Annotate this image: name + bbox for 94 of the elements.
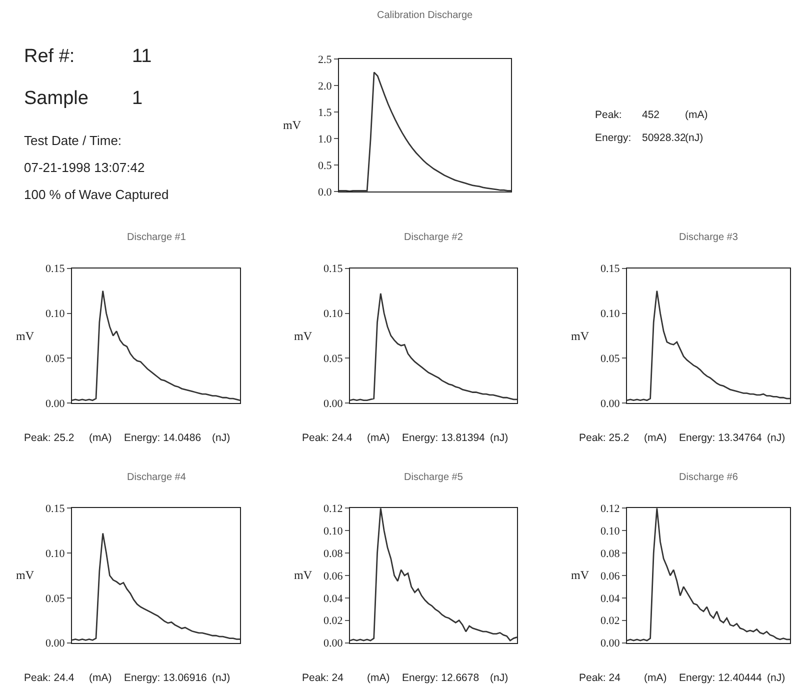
chart-title: Discharge #6 — [679, 472, 738, 483]
y-tick-label: 0.06 — [600, 570, 620, 582]
y-tick-label: 0.04 — [324, 592, 344, 605]
y-tick-label: 0.00 — [324, 638, 344, 650]
text: Energy: 13.06916 — [124, 672, 208, 684]
text: 07-21-1998 13:07:42 — [24, 160, 145, 175]
text: (mA) — [644, 432, 667, 444]
y-axis-title: mV — [571, 568, 590, 582]
text: Energy: 12.6678 — [402, 672, 480, 684]
y-tick-label: 0.00 — [600, 638, 620, 650]
y-tick-label: 0.15 — [46, 263, 66, 276]
text: (nJ) — [490, 432, 508, 444]
line-series — [72, 290, 240, 402]
y-tick-label: 0.10 — [600, 525, 620, 538]
chart-title: Discharge #2 — [404, 232, 464, 243]
text: (mA) — [89, 672, 112, 684]
text: (mA) — [367, 672, 390, 684]
text: (mA) — [685, 109, 708, 121]
y-tick-label: 0.05 — [324, 352, 344, 365]
y-axis-title: mV — [294, 568, 312, 582]
chart-title: Calibration Discharge — [377, 10, 474, 21]
y-tick-label: 0.08 — [324, 548, 344, 560]
y-tick-label: 0.02 — [600, 615, 620, 628]
text: (nJ) — [767, 672, 786, 684]
line-series — [627, 290, 790, 402]
text: Ref #: — [24, 46, 75, 67]
y-tick-label: 0.00 — [46, 398, 66, 410]
text: (nJ) — [767, 432, 786, 444]
y-tick-label: 0.02 — [324, 615, 343, 628]
y-axis-title: mV — [294, 329, 312, 343]
text: 452 — [642, 109, 660, 121]
text: Peak: 24.4 — [24, 672, 74, 684]
text: Peak: 24 — [579, 672, 621, 684]
line-series — [339, 72, 511, 192]
y-tick-label: 2.5 — [318, 54, 332, 66]
line-series — [350, 292, 517, 402]
text: (mA) — [89, 432, 112, 444]
text: (nJ) — [490, 672, 508, 684]
y-tick-label: 0.10 — [46, 548, 66, 560]
y-tick-label: 0.00 — [600, 398, 620, 410]
text: Peak: 25.2 — [24, 432, 74, 444]
y-tick-label: 0.05 — [600, 352, 620, 365]
text: Peak: — [595, 109, 622, 121]
y-tick-label: 0.05 — [46, 352, 66, 365]
y-tick-label: 0.15 — [324, 263, 344, 276]
y-tick-label: 0.05 — [46, 592, 66, 605]
text: Energy: 13.81394 — [402, 432, 486, 444]
y-tick-label: 0.00 — [324, 398, 344, 410]
chart-title: Discharge #1 — [127, 232, 186, 243]
y-tick-label: 0.10 — [600, 308, 620, 320]
y-axis-title: mV — [16, 568, 34, 582]
y-tick-label: 0.15 — [46, 503, 66, 516]
y-tick-label: 1.5 — [318, 106, 332, 119]
text: Peak: 25.2 — [579, 432, 630, 444]
text: Energy: — [595, 132, 632, 144]
text: 11 — [132, 46, 152, 67]
y-axis-title: mV — [283, 118, 302, 132]
y-tick-label: 0.06 — [324, 570, 344, 582]
text: Sample — [24, 88, 88, 109]
chart-title: Discharge #4 — [127, 472, 186, 483]
y-tick-label: 0.5 — [318, 160, 332, 172]
y-tick-label: 0.08 — [600, 548, 620, 560]
text: 1 — [132, 88, 143, 109]
text: (mA) — [644, 672, 667, 684]
text: Peak: 24.4 — [302, 432, 352, 444]
y-tick-label: 0.04 — [600, 592, 620, 605]
y-tick-label: 0.0 — [318, 186, 332, 199]
y-tick-label: 0.00 — [46, 638, 66, 650]
text: (nJ) — [685, 132, 704, 144]
y-tick-label: 2.0 — [318, 80, 332, 92]
text: Energy: 13.34764 — [679, 432, 762, 444]
y-axis-title: mV — [571, 329, 590, 343]
chart-title: Discharge #5 — [404, 472, 464, 483]
text: Energy: 14.0486 — [124, 432, 202, 444]
y-tick-label: 0.12 — [600, 503, 620, 516]
text: (mA) — [367, 432, 390, 444]
text: 100 % of Wave Captured — [24, 187, 169, 202]
text: Energy: 12.40444 — [679, 672, 762, 684]
text: (nJ) — [212, 672, 230, 684]
text: 50928.32 — [642, 132, 686, 144]
y-tick-label: 1.0 — [318, 134, 332, 146]
text: (nJ) — [212, 432, 230, 444]
y-tick-label: 0.10 — [46, 308, 66, 320]
y-tick-label: 0.10 — [324, 525, 344, 538]
y-axis-title: mV — [16, 329, 34, 343]
text: Test Date / Time: — [24, 133, 122, 148]
chart-title: Discharge #3 — [679, 232, 738, 243]
line-series — [627, 508, 790, 642]
y-tick-label: 0.12 — [324, 503, 343, 516]
y-tick-label: 0.10 — [324, 308, 344, 320]
text: Peak: 24 — [302, 672, 344, 684]
line-series — [72, 532, 240, 641]
y-tick-label: 0.15 — [600, 263, 620, 276]
line-series — [350, 508, 517, 642]
